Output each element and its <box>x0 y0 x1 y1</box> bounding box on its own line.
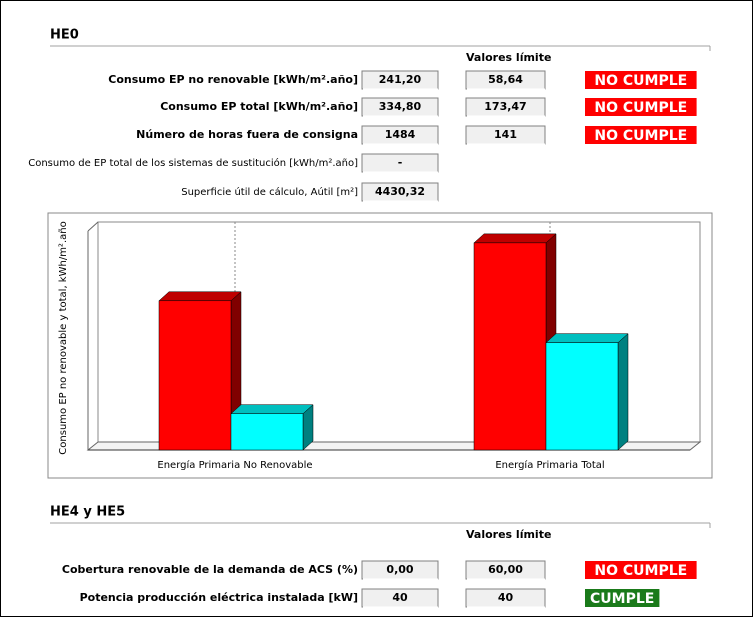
bar-top <box>473 233 557 244</box>
value-text: 60,00 <box>488 563 523 576</box>
status-badge <box>585 561 697 579</box>
row-label: Número de horas fuera de consigna <box>136 128 358 141</box>
status-badge <box>585 589 660 607</box>
row-label: Potencia producción eléctrica instalada … <box>80 591 358 604</box>
row-label: Consumo EP total [kWh/m².año] <box>160 100 358 113</box>
value-text: 1484 <box>385 128 416 141</box>
value-text: 0,00 <box>386 563 413 576</box>
value-text: 141 <box>494 128 517 141</box>
status-text: NO CUMPLE <box>594 73 687 89</box>
limits-header: Valores límite <box>466 528 551 541</box>
row-label: Superficie útil de cálculo, Aútil [m²] <box>181 186 358 198</box>
y-axis-label: Consumo EP no renovable y total, kWh/m².… <box>58 221 69 454</box>
bar-top <box>158 291 242 302</box>
value-text: 4430,32 <box>375 185 425 198</box>
value-text: 40 <box>498 591 514 604</box>
bar-side <box>617 333 629 451</box>
section-title: HE0 <box>50 28 79 43</box>
bar-top <box>545 333 629 343</box>
row-label: Consumo EP no renovable [kWh/m².año] <box>108 73 358 86</box>
status-text: NO CUMPLE <box>594 128 687 144</box>
row-label: Cobertura renovable de la demanda de ACS… <box>62 563 358 576</box>
value-text: 173,47 <box>484 100 526 113</box>
chart-left-wall <box>87 221 99 232</box>
status-text: NO CUMPLE <box>594 563 687 579</box>
row-label: Consumo de EP total de los sistemas de s… <box>28 157 358 169</box>
value-text: 334,80 <box>379 100 422 113</box>
x-tick-label: Energía Primaria No Renovable <box>157 459 312 471</box>
bar-top <box>230 404 314 414</box>
bar <box>230 413 304 451</box>
bar <box>473 242 547 451</box>
value-text: - <box>398 156 403 169</box>
bar <box>158 300 232 451</box>
status-badge <box>585 98 697 116</box>
status-text: NO CUMPLE <box>594 100 687 116</box>
status-badge <box>585 71 697 89</box>
value-text: 241,20 <box>379 73 422 86</box>
value-text: 40 <box>392 591 408 604</box>
value-text: 58,64 <box>488 73 523 86</box>
bar <box>545 342 619 451</box>
limits-header: Valores límite <box>466 51 551 64</box>
section-title: HE4 y HE5 <box>50 505 125 520</box>
status-text: CUMPLE <box>590 591 654 607</box>
status-badge <box>585 126 697 144</box>
x-tick-label: Energía Primaria Total <box>495 459 604 471</box>
